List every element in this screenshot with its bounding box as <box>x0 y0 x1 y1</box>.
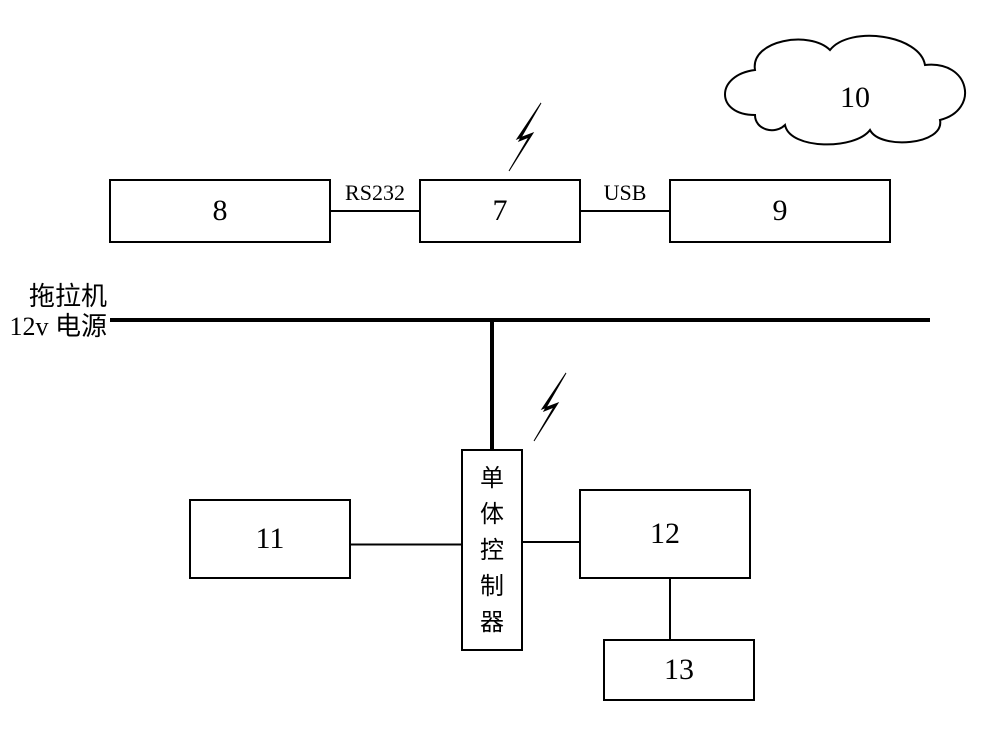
block-b13-label: 13 <box>664 653 694 686</box>
block-b7-label: 7 <box>493 194 508 227</box>
bus-label-line2: 12v 电源 <box>9 312 107 341</box>
block-ctrl-label-char: 制 <box>480 573 504 600</box>
connector-label: RS232 <box>345 180 405 205</box>
connector-label: USB <box>604 180 647 205</box>
diagram-canvas: 拖拉机12v 电源 10 RS232 USB 8 7 9 单体控制器 11 12 13 <box>0 0 1000 741</box>
block-b8-label: 8 <box>213 194 228 227</box>
block-b12-label: 12 <box>650 517 680 550</box>
block-b9-label: 9 <box>773 194 788 227</box>
block-ctrl-label-char: 器 <box>480 610 504 636</box>
wireless-icon <box>534 373 566 441</box>
cloud-label: 10 <box>840 81 870 114</box>
block-ctrl-label-char: 体 <box>480 501 504 528</box>
block-b11-label: 11 <box>256 522 285 555</box>
wireless-icon <box>509 103 541 171</box>
bus-label-line1: 拖拉机 <box>29 282 107 311</box>
block-ctrl-label-char: 控 <box>480 537 504 564</box>
block-ctrl-label-char: 单 <box>480 465 504 492</box>
